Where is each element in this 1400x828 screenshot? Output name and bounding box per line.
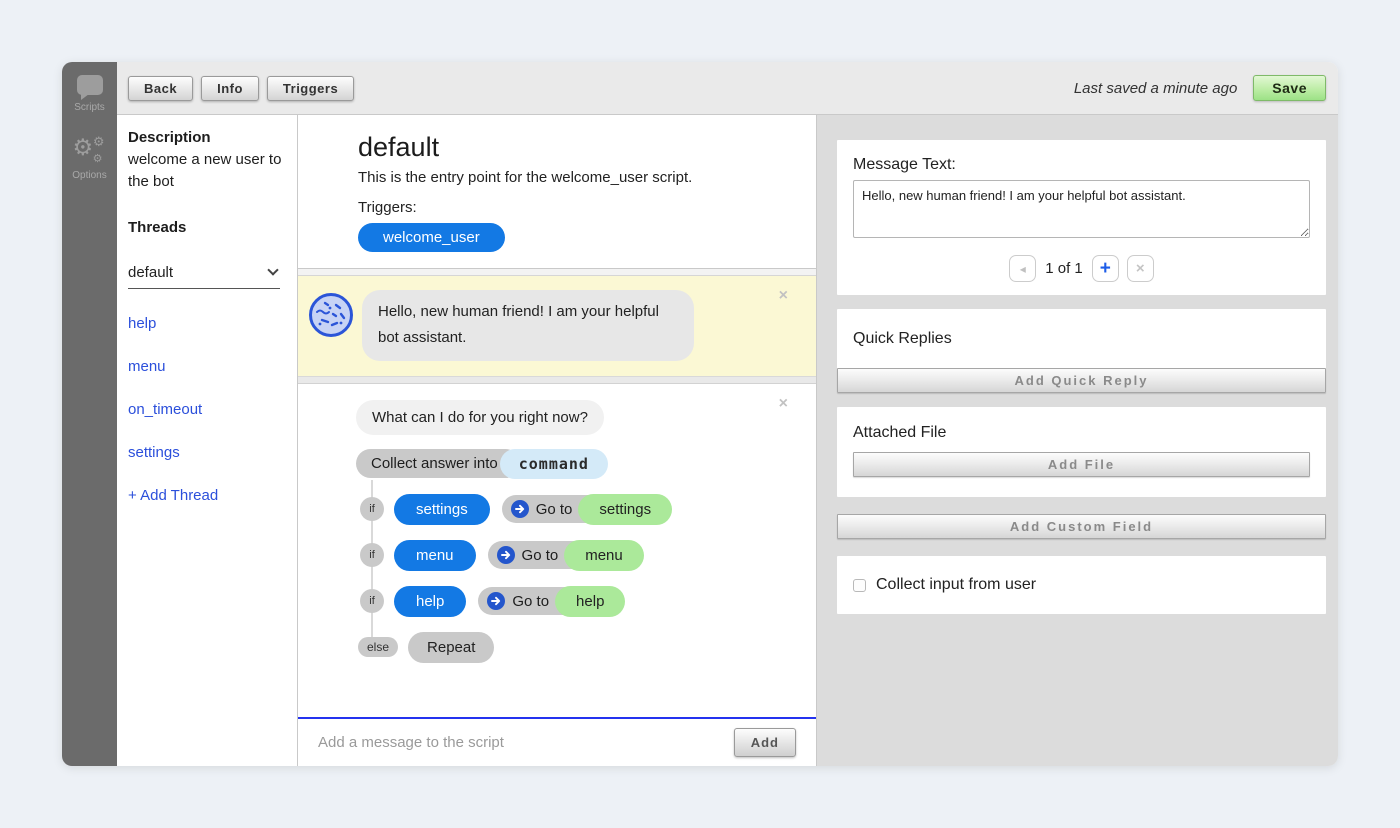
- nav-scripts[interactable]: Scripts: [74, 75, 105, 113]
- save-button[interactable]: Save: [1253, 75, 1326, 101]
- thread-link-settings[interactable]: settings: [128, 443, 180, 461]
- add-message-button[interactable]: Add: [733, 728, 796, 757]
- section-divider: [298, 268, 816, 276]
- add-quick-reply-button[interactable]: Add Quick Reply: [837, 368, 1326, 393]
- triggers-button[interactable]: Triggers: [266, 75, 355, 101]
- close-icon[interactable]: ×: [778, 287, 788, 304]
- message-text-label: Message Text:: [853, 156, 956, 173]
- app-window: Scripts ⚙ ⚙ ⚙ Options Back Info Triggers…: [62, 62, 1338, 766]
- collect-variable-pill[interactable]: command: [499, 448, 608, 479]
- trigger-pill-welcome-user[interactable]: welcome_user: [358, 223, 505, 252]
- new-message-input[interactable]: [318, 734, 722, 751]
- thread-link-help[interactable]: help: [128, 314, 157, 332]
- icon-rail: Scripts ⚙ ⚙ ⚙ Options: [62, 62, 117, 766]
- toolbar: Back Info Triggers Last saved a minute a…: [117, 62, 1338, 115]
- add-custom-field-button[interactable]: Add Custom Field: [837, 514, 1326, 539]
- condition-value-pill[interactable]: help: [394, 585, 467, 617]
- condition-row-help: if help Go to help: [360, 585, 796, 617]
- bot-question-bubble[interactable]: What can I do for you right now?: [356, 399, 604, 435]
- quick-replies-label: Quick Replies: [853, 330, 952, 347]
- attached-file-card: Attached File Add File: [837, 407, 1326, 497]
- goto-target-pill[interactable]: settings: [578, 493, 673, 525]
- add-file-button[interactable]: Add File: [853, 452, 1310, 477]
- arrow-circle-icon: [496, 546, 515, 564]
- remove-message-variation-button[interactable]: ×: [1126, 255, 1154, 282]
- collect-input-checkbox[interactable]: [853, 578, 866, 592]
- info-button[interactable]: Info: [201, 75, 259, 101]
- script-subtitle: This is the entry point for the welcome_…: [358, 169, 693, 186]
- nav-options[interactable]: ⚙ ⚙ ⚙ Options: [72, 134, 107, 181]
- thread-select-value: default: [128, 263, 174, 281]
- script-panel: default This is the entry point for the …: [297, 115, 817, 766]
- message-composer: Add: [298, 717, 816, 766]
- thread-link-on-timeout[interactable]: on_timeout: [128, 400, 203, 418]
- message-text-input[interactable]: Hello, new human friend! I am your helpf…: [853, 180, 1310, 238]
- row-gap: [298, 375, 816, 384]
- message-pagination: ◂ 1 of 1 + ×: [853, 255, 1310, 282]
- chevron-down-icon: [267, 264, 279, 276]
- collect-input-label: Collect input from user: [876, 576, 1037, 593]
- nav-options-label: Options: [72, 170, 107, 181]
- message-row-question[interactable]: × What can I do for you right now? Colle…: [298, 384, 816, 718]
- inspector-panel: Message Text: Hello, new human friend! I…: [817, 115, 1338, 766]
- goto-label: Go to: [521, 546, 559, 564]
- description-heading: Description: [128, 129, 211, 146]
- collect-answer-pill[interactable]: Collect answer into: [356, 449, 520, 478]
- script-header: default This is the entry point for the …: [298, 115, 816, 268]
- quick-replies-card: Quick Replies Add Quick Reply: [837, 309, 1326, 393]
- message-row-selected[interactable]: Hello, new human friend! I am your helpf…: [298, 276, 816, 376]
- add-thread-link[interactable]: + Add Thread: [128, 486, 219, 504]
- message-page-count: 1 of 1: [1045, 260, 1083, 277]
- arrow-circle-icon: [487, 592, 506, 610]
- if-badge: if: [360, 543, 384, 567]
- condition-value-pill[interactable]: settings: [394, 493, 490, 525]
- collect-input-card: Collect input from user: [837, 556, 1326, 614]
- else-row: else Repeat: [358, 631, 796, 663]
- if-badge: if: [360, 589, 384, 613]
- thread-link-menu[interactable]: menu: [128, 357, 166, 375]
- goto-target-pill[interactable]: menu: [564, 539, 644, 571]
- condition-row-settings: if settings Go to settings: [360, 493, 796, 525]
- condition-row-menu: if menu Go to menu: [360, 539, 796, 571]
- arrow-circle-icon: [510, 500, 529, 518]
- bot-avatar: [309, 293, 353, 337]
- thread-panel: Description welcome a new user to the bo…: [117, 115, 297, 766]
- threads-heading: Threads: [128, 218, 187, 236]
- goto-label: Go to: [512, 592, 550, 610]
- gears-icon: ⚙ ⚙ ⚙: [72, 134, 105, 165]
- prev-message-button[interactable]: ◂: [1009, 255, 1037, 282]
- bot-message-bubble[interactable]: Hello, new human friend! I am your helpf…: [362, 290, 694, 361]
- message-text-card: Message Text: Hello, new human friend! I…: [837, 140, 1326, 295]
- condition-value-pill[interactable]: menu: [394, 539, 476, 571]
- thread-select[interactable]: default: [128, 264, 280, 289]
- nav-scripts-label: Scripts: [74, 102, 105, 113]
- triggers-label: Triggers:: [358, 199, 417, 216]
- script-title: default: [358, 132, 440, 162]
- close-icon[interactable]: ×: [778, 394, 788, 412]
- repeat-pill[interactable]: Repeat: [408, 631, 495, 663]
- speech-bubble-icon: [76, 75, 103, 100]
- back-button[interactable]: Back: [128, 75, 194, 101]
- description-text: welcome a new user to the bot: [128, 151, 282, 190]
- last-saved-status: Last saved a minute ago: [1073, 79, 1238, 97]
- attached-file-label: Attached File: [853, 424, 947, 441]
- if-badge: if: [360, 497, 384, 521]
- add-message-variation-button[interactable]: +: [1091, 255, 1119, 282]
- goto-label: Go to: [535, 500, 573, 518]
- else-badge: else: [358, 637, 399, 657]
- goto-target-pill[interactable]: help: [555, 585, 626, 617]
